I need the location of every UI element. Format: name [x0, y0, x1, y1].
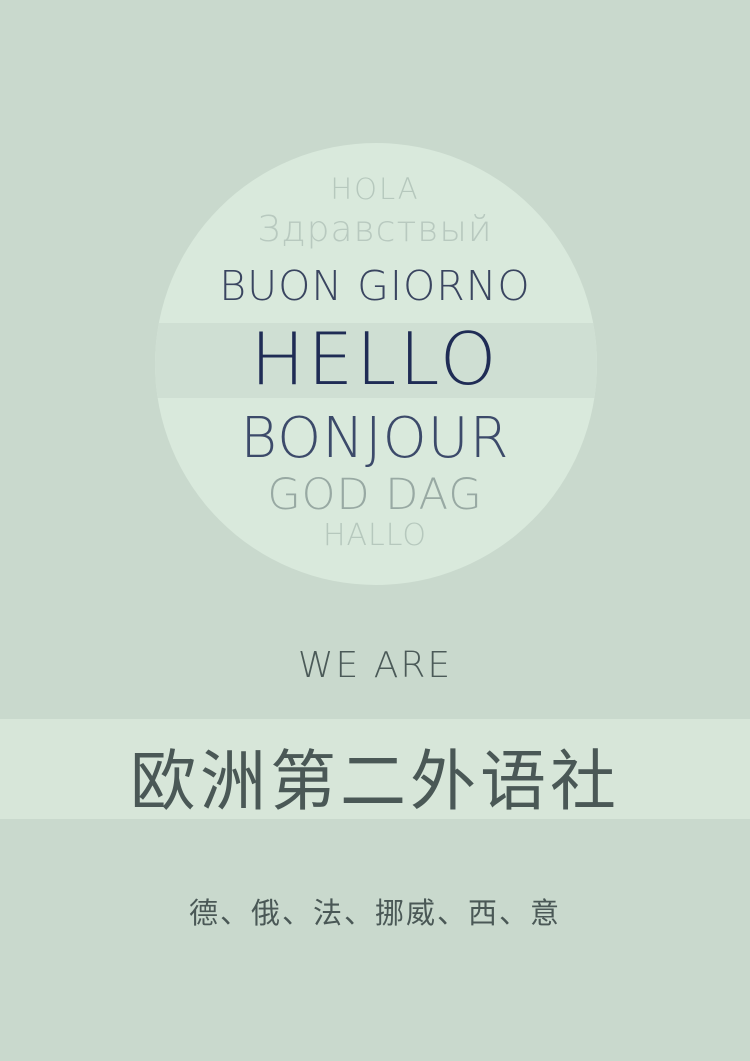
greeting-hallo: HALLO	[322, 518, 428, 553]
title-band	[0, 719, 750, 819]
greeting-god-dag: GOD DAG	[267, 470, 483, 520]
greeting-buon-giorno: BUON GIORNO	[219, 262, 531, 310]
greeting-hello: HELLO	[250, 317, 500, 401]
we-are-heading: WE ARE	[297, 645, 453, 686]
greeting-circle	[155, 143, 597, 585]
hello-highlight-band	[155, 323, 597, 398]
greeting-zdravstvuy: Здравствый	[257, 209, 493, 250]
greeting-hola: HOLA	[330, 172, 420, 206]
languages-list: 德、俄、法、挪威、西、意	[188, 896, 561, 930]
greeting-bonjour: BONJOUR	[240, 406, 510, 471]
club-title: 欧洲第二外语社	[130, 743, 620, 820]
